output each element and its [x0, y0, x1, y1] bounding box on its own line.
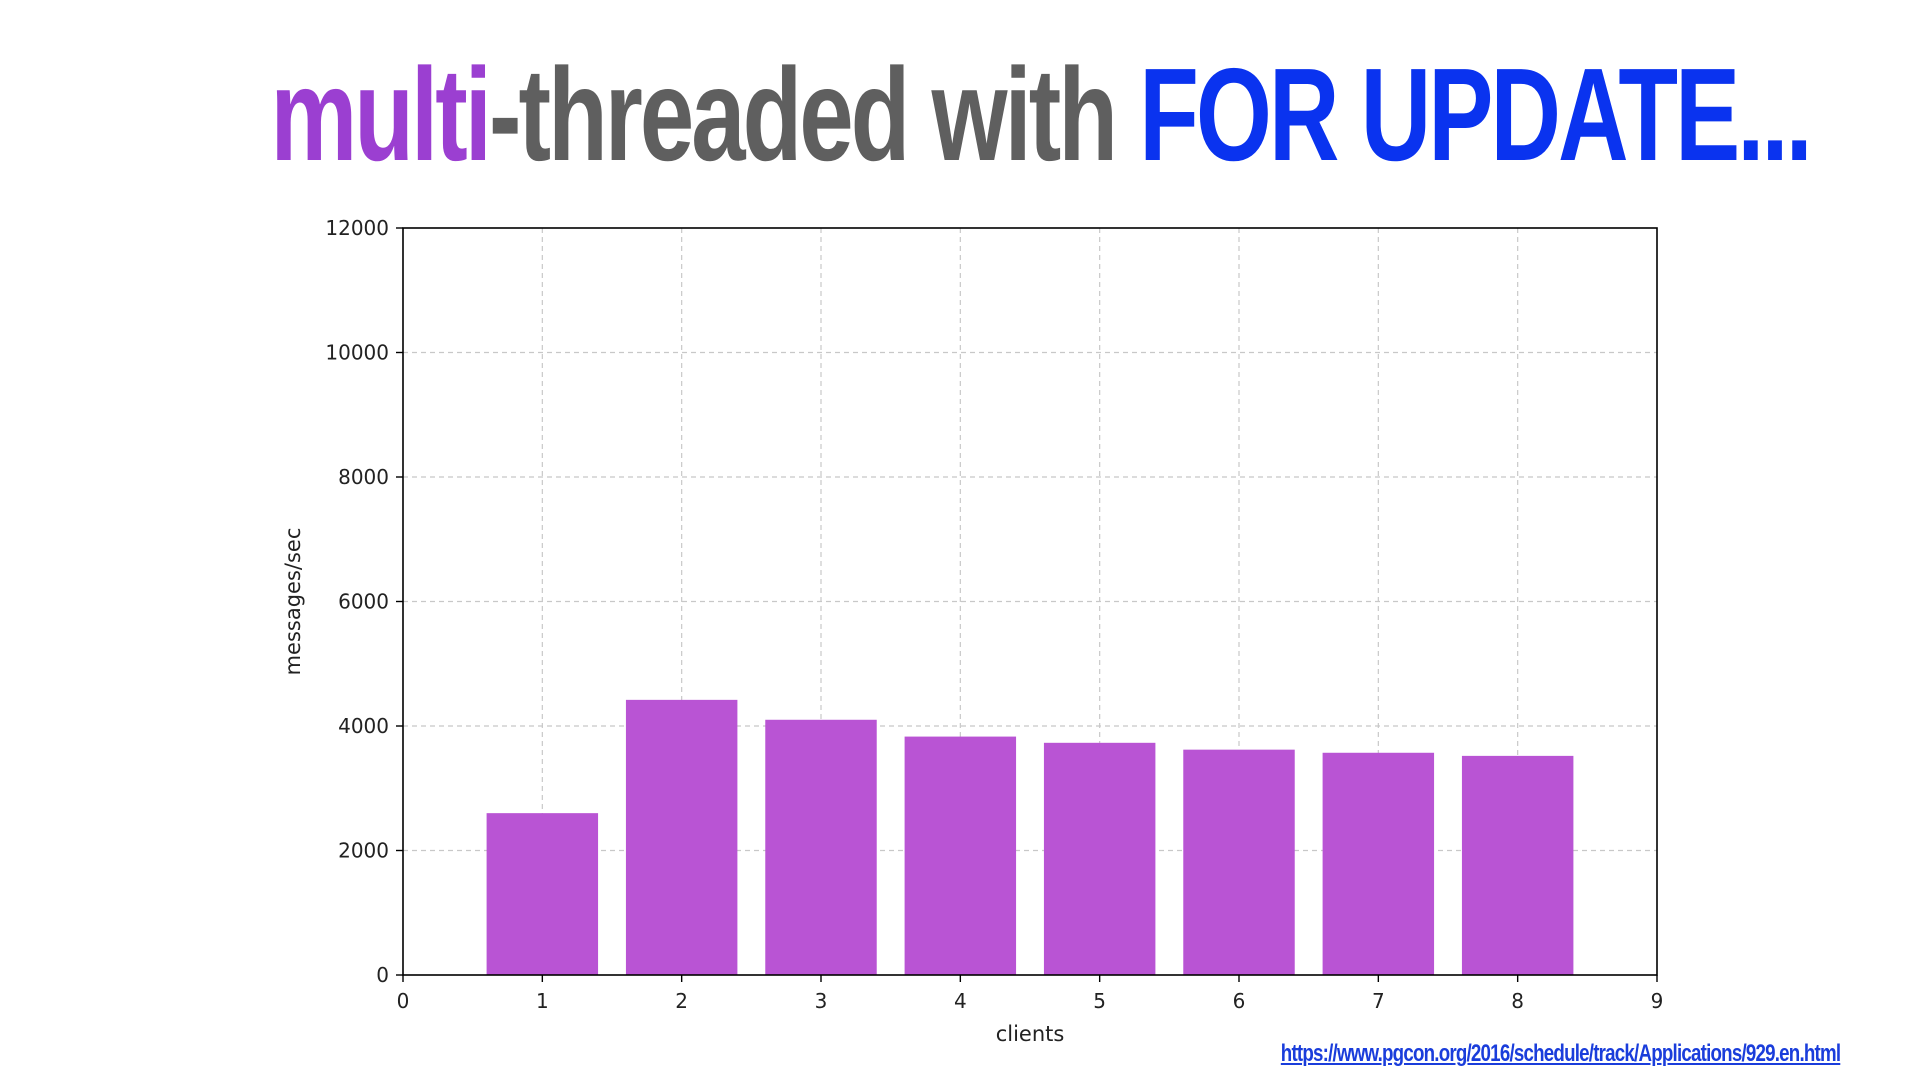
slide-title: multi-threaded with FOR UPDATE... — [0, 40, 1920, 190]
bar-clients-8 — [1461, 755, 1574, 975]
bar-clients-3 — [765, 719, 877, 975]
bar-clients-6 — [1183, 749, 1295, 975]
x-tick-label: 5 — [1093, 989, 1106, 1013]
bar-clients-5 — [1043, 742, 1156, 975]
bar-clients-2 — [625, 699, 738, 975]
x-tick-label: 6 — [1233, 989, 1246, 1013]
chart-bars — [486, 699, 1574, 975]
title-part-threaded: -threaded with — [488, 41, 1140, 188]
x-axis-label: clients — [996, 1022, 1065, 1046]
bar-clients-1 — [486, 813, 599, 975]
bar-clients-4 — [904, 736, 1017, 975]
y-tick-label: 12000 — [325, 216, 389, 240]
y-tick-label: 10000 — [325, 341, 389, 365]
x-tick-label: 1 — [536, 989, 549, 1013]
chart-ticks: 0 1 2 3 4 5 6 7 8 9 0 2000 4000 6000 8000 10000 12000 — [325, 216, 1663, 1013]
y-tick-label: 4000 — [338, 714, 389, 738]
y-tick-label: 8000 — [338, 465, 389, 489]
x-tick-label: 2 — [675, 989, 688, 1013]
y-tick-label: 0 — [376, 963, 389, 987]
x-tick-label: 0 — [397, 989, 410, 1013]
x-tick-label: 4 — [954, 989, 967, 1013]
x-tick-label: 7 — [1372, 989, 1385, 1013]
bar-clients-7 — [1322, 752, 1435, 975]
source-link[interactable]: https://www.pgcon.org/2016/schedule/trac… — [1280, 1040, 1841, 1067]
y-tick-label: 2000 — [338, 839, 389, 863]
title-part-for-update: FOR UPDATE... — [1139, 41, 1813, 188]
y-axis-label: messages/sec — [281, 528, 305, 676]
x-tick-label: 3 — [815, 989, 828, 1013]
x-tick-label: 8 — [1511, 989, 1524, 1013]
title-part-multi: multi — [270, 41, 491, 188]
y-tick-label: 6000 — [338, 590, 389, 614]
x-tick-label: 9 — [1651, 989, 1664, 1013]
